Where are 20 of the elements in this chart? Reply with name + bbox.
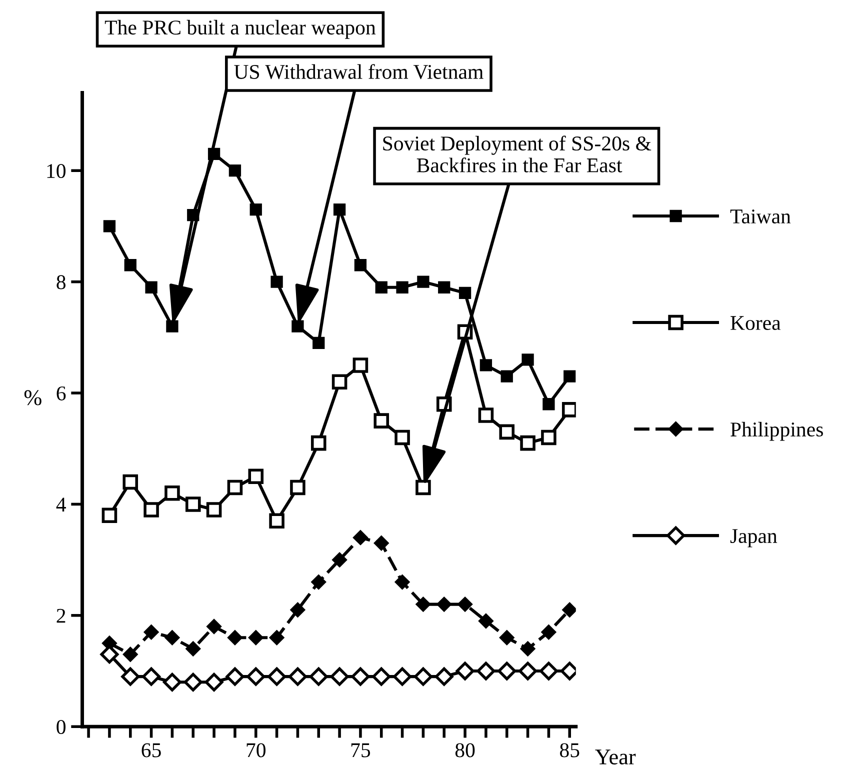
- legend-label: Korea: [730, 316, 781, 330]
- legend-label: Taiwan: [730, 209, 791, 224]
- x-tick-label: 75: [351, 743, 370, 758]
- x-axis-title: Year: [595, 750, 636, 764]
- legend-label: Japan: [730, 529, 778, 548]
- y-tick-label: 6: [56, 386, 66, 400]
- y-axis-title: %: [24, 390, 42, 406]
- y-tick-label: 0: [56, 720, 66, 734]
- annotation: US Withdrawal from Vietnam: [234, 64, 484, 80]
- x-tick-label: 80: [455, 743, 475, 758]
- x-tick-label: 85: [560, 743, 580, 758]
- annotation: The PRC built a nuclear weapon: [104, 20, 376, 39]
- y-tick-label: 2: [56, 608, 66, 623]
- y-tick-label: 10: [47, 164, 66, 178]
- x-tick-label: 65: [142, 743, 161, 758]
- x-tick-label: 70: [246, 743, 266, 758]
- annotation: Soviet Deployment of SS-20s & Backfires in the Far East: [383, 136, 652, 172]
- legend-label: Philippines: [730, 422, 823, 441]
- y-tick-label: 8: [56, 275, 66, 290]
- y-tick-label: 4: [56, 498, 66, 512]
